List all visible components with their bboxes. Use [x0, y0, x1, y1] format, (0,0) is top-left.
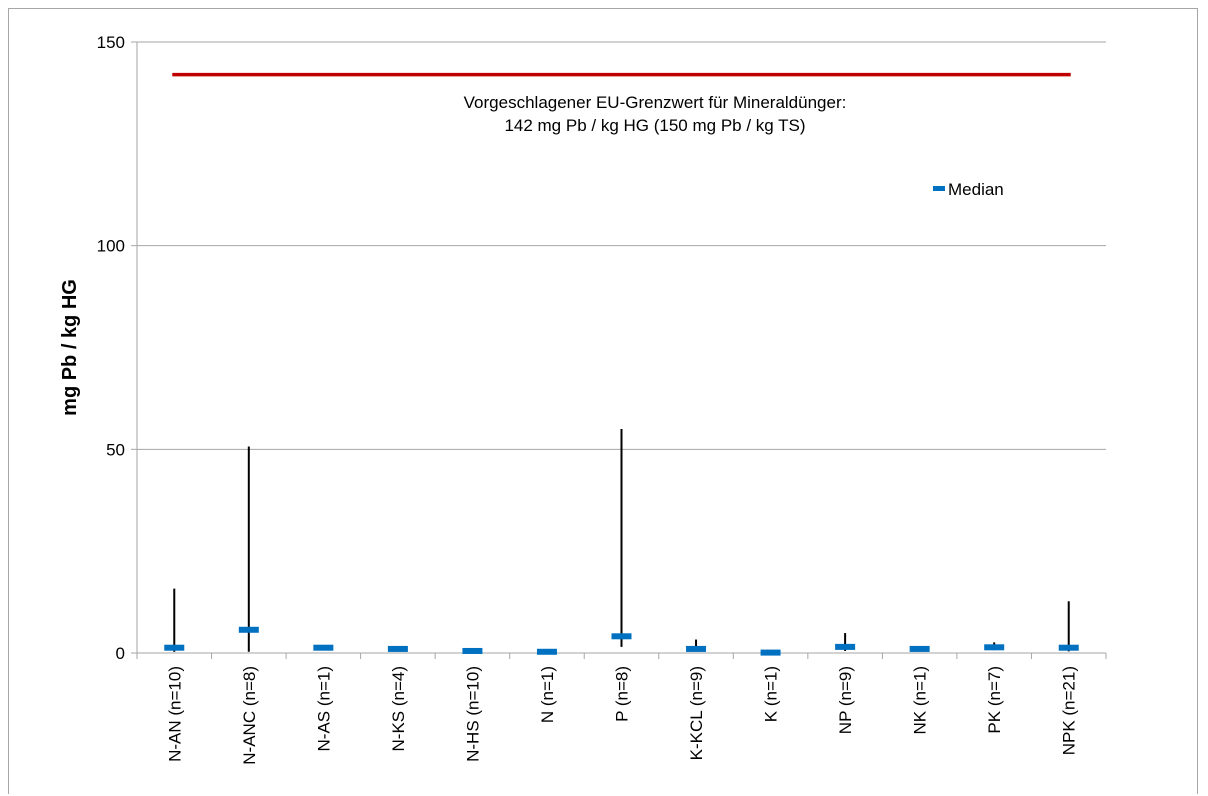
x-tick-label: N-HS (n=10): [463, 666, 482, 762]
x-tick-labels: N-AN (n=10) N-ANC (n=8) N-AS (n=1) N-KS (n=…: [165, 666, 1078, 765]
median-markers: [164, 626, 1079, 656]
x-tick-label: N (n=1): [538, 666, 557, 723]
median-marker: [536, 648, 557, 655]
x-tick-label: PK (n=7): [985, 666, 1004, 734]
y-tick-labels: 0 50 100 150: [97, 33, 125, 663]
median-marker: [313, 644, 334, 651]
legend-median-swatch: [933, 186, 945, 191]
reference-line-label-line2: 142 mg Pb / kg HG (150 mg Pb / kg TS): [504, 116, 805, 135]
legend-median-label: Median: [948, 180, 1004, 199]
median-marker: [760, 649, 781, 656]
median-marker: [686, 645, 707, 652]
range-lines: [173, 428, 1070, 653]
x-tick-label: K (n=1): [762, 666, 781, 722]
median-marker: [238, 626, 259, 633]
y-tick-label: 100: [97, 237, 125, 256]
x-tick-label: N-KS (n=4): [389, 666, 408, 752]
median-marker: [984, 644, 1005, 651]
reference-line-label-line1: Vorgeschlagener EU-Grenzwert für Mineral…: [464, 93, 847, 112]
x-tick-label: K-KCL (n=9): [687, 666, 706, 760]
x-tick-label: N-AN (n=10): [165, 666, 184, 762]
x-tick-label: NK (n=1): [911, 666, 930, 735]
x-tick-label: NPK (n=21): [1060, 666, 1079, 755]
x-tick-label: P (n=8): [613, 666, 632, 722]
median-marker: [387, 645, 408, 652]
median-marker: [835, 643, 856, 650]
legend: Median: [933, 180, 1004, 199]
median-marker: [164, 644, 185, 651]
y-tick-label: 0: [116, 644, 125, 663]
y-tick-label: 150: [97, 33, 125, 52]
y-tick-label: 50: [106, 440, 125, 459]
x-tick-label: N-ANC (n=8): [240, 666, 259, 765]
x-tick-label: NP (n=9): [836, 666, 855, 734]
chart-frame: [8, 8, 1198, 794]
median-marker: [1058, 644, 1079, 651]
median-marker: [909, 645, 930, 652]
y-axis-label: mg Pb / kg HG: [59, 279, 81, 416]
axes: [136, 42, 1107, 659]
median-marker: [611, 633, 632, 640]
x-tick-label: N-AS (n=1): [314, 666, 333, 752]
median-marker: [462, 647, 483, 654]
